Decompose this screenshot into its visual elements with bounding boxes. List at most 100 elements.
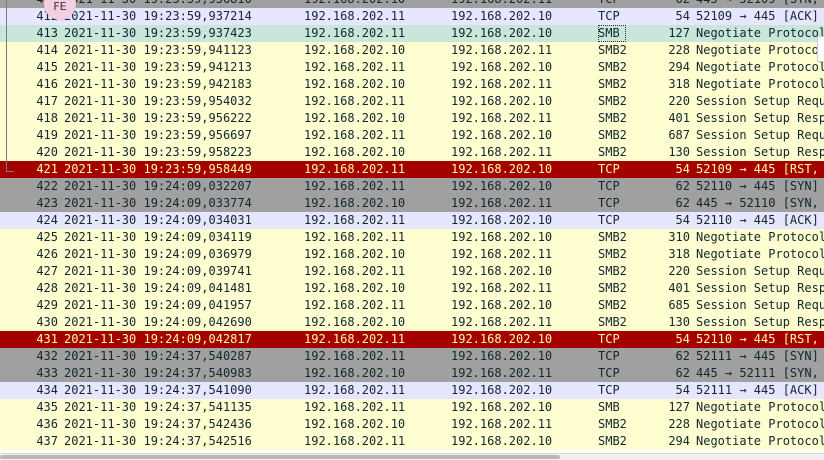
packet-time: 2021-11-30 19:24:09,041957 [64,298,252,312]
packet-protocol: TCP [598,349,620,363]
packet-number: 432 [36,349,58,363]
packet-length: 401 [668,281,690,295]
packet-protocol: SMB2 [598,264,627,278]
packet-length: 228 [668,417,690,431]
packet-row[interactable]: 429 2021-11-30 19:24:09,041957 192.168.202… [0,297,824,314]
packet-destination: 192.168.202.11 [451,111,553,125]
packet-protocol: SMB2 [598,145,627,159]
side-panel-handle[interactable] [817,36,824,62]
packet-row[interactable]: 422 2021-11-30 19:24:09,032207 192.168.202… [0,178,824,195]
packet-source: 192.168.202.10 [304,281,406,295]
packet-row[interactable]: 415 2021-11-30 19:23:59,941213 192.168.202… [0,59,824,76]
packet-row[interactable]: 428 2021-11-30 19:24:09,041481 192.168.202… [0,280,824,297]
horizontal-scrollbar[interactable] [0,453,824,460]
packet-number: 425 [36,230,58,244]
packet-time: 2021-11-30 19:24:37,542436 [64,417,252,431]
packet-info: Negotiate Protocol Request [696,230,824,244]
packet-info: Negotiate Protocol Request [696,26,824,40]
packet-number: 417 [36,94,58,108]
packet-protocol: SMB2 [598,434,627,448]
packet-row[interactable]: 417 2021-11-30 19:23:59,954032 192.168.202… [0,93,824,110]
packet-length: 62 [675,196,690,210]
packet-time: 2021-11-30 19:23:59,942183 [64,77,252,91]
packet-protocol: TCP [598,179,620,193]
packet-row[interactable]: 425 2021-11-30 19:24:09,034119 192.168.202… [0,229,824,246]
packet-destination: 192.168.202.11 [451,281,553,295]
packet-source: 192.168.202.11 [304,400,406,414]
packet-length: 310 [668,230,690,244]
packet-row[interactable]: 436 2021-11-30 19:24:37,542436 192.168.202… [0,416,824,433]
packet-protocol: SMB2 [598,230,627,244]
packet-row[interactable]: 430 2021-11-30 19:24:09,042690 192.168.202… [0,314,824,331]
packet-info: 52109 → 445 [RST, ACK] [696,162,824,176]
packet-info: Session Setup Response [696,281,824,295]
packet-info: 445 → 52111 [SYN, ACK] [696,366,824,380]
packet-protocol: SMB2 [598,94,627,108]
packet-info: 52109 → 445 [ACK] Seq=1 [696,9,824,23]
packet-row[interactable]: 416 2021-11-30 19:23:59,942183 192.168.202… [0,76,824,93]
packet-protocol: SMB2 [598,111,627,125]
packet-source: 192.168.202.11 [304,9,406,23]
packet-protocol: SMB [598,400,620,414]
packet-time: 2021-11-30 19:24:09,032207 [64,179,252,193]
packet-time: 2021-11-30 19:24:09,034119 [64,230,252,244]
packet-source: 192.168.202.11 [304,162,406,176]
packet-row[interactable]: 435 2021-11-30 19:24:37,541135 192.168.202… [0,399,824,416]
packet-source: 192.168.202.10 [304,111,406,125]
packet-number: 420 [36,145,58,159]
packet-row[interactable]: 413 2021-11-30 19:23:59,937423 192.168.202… [0,25,824,42]
packet-row[interactable]: 412 2021-11-30 19:23:59,937214 192.168.202… [0,8,824,25]
packet-row[interactable]: 434 2021-11-30 19:24:37,541090 192.168.202… [0,382,824,399]
packet-info: Negotiate Protocol Request [696,400,824,414]
packet-number: 433 [36,366,58,380]
packet-row[interactable]: 426 2021-11-30 19:24:09,036979 192.168.202… [0,246,824,263]
avatar[interactable]: FE [44,0,76,20]
packet-row[interactable]: 420 2021-11-30 19:23:59,958223 192.168.202… [0,144,824,161]
packet-destination: 192.168.202.10 [451,60,553,74]
packet-length: 130 [668,315,690,329]
packet-number: 426 [36,247,58,261]
packet-info: 52111 → 445 [SYN] [696,349,819,363]
packet-destination: 192.168.202.10 [451,26,553,40]
packet-time: 2021-11-30 19:23:59,958449 [64,162,252,176]
packet-destination: 192.168.202.10 [451,264,553,278]
packet-source: 192.168.202.11 [304,264,406,278]
packet-source: 192.168.202.11 [304,213,406,227]
packet-destination: 192.168.202.10 [451,383,553,397]
packet-number: 416 [36,77,58,91]
packet-protocol: SMB2 [598,417,627,431]
packet-destination: 192.168.202.11 [451,366,553,380]
packet-row[interactable]: 423 2021-11-30 19:24:09,033774 192.168.202… [0,195,824,212]
packet-length: 54 [675,332,690,346]
packet-info: Session Setup Response [696,111,824,125]
packet-row[interactable]: 432 2021-11-30 19:24:37,540287 192.168.202… [0,348,824,365]
packet-destination: 192.168.202.11 [451,315,553,329]
packet-row[interactable]: 4112021-11-30 19:23:59,936810192.168.202… [0,0,824,8]
packet-destination: 192.168.202.10 [451,332,553,346]
packet-row[interactable]: 431 2021-11-30 19:24:09,042817 192.168.202… [0,331,824,348]
packet-row[interactable]: 427 2021-11-30 19:24:09,039741 192.168.202… [0,263,824,280]
packet-row[interactable]: 424 2021-11-30 19:24:09,034031 192.168.202… [0,212,824,229]
packet-length: 318 [668,247,690,261]
packet-time: 2021-11-30 19:24:09,041481 [64,281,252,295]
packet-number: 436 [36,417,58,431]
packet-time: 2021-11-30 19:23:59,958223 [64,145,252,159]
packet-list[interactable]: 4112021-11-30 19:23:59,936810192.168.202… [0,0,824,450]
packet-time: 2021-11-30 19:23:59,941123 [64,43,252,57]
packet-row[interactable]: 433 2021-11-30 19:24:37,540983 192.168.202… [0,365,824,382]
packet-row[interactable]: 418 2021-11-30 19:23:59,956222 192.168.202… [0,110,824,127]
packet-source: 192.168.202.10 [304,145,406,159]
packet-length: 228 [668,43,690,57]
packet-row[interactable]: 419 2021-11-30 19:23:59,956697 192.168.202… [0,127,824,144]
packet-time: 2021-11-30 19:24:37,540287 [64,349,252,363]
packet-protocol: SMB2 [598,247,627,261]
packet-row[interactable]: 437 2021-11-30 19:24:37,542516 192.168.202… [0,433,824,450]
packet-row[interactable]: 421 2021-11-30 19:23:59,958449 192.168.202… [0,161,824,178]
packet-info: 52110 → 445 [RST, ACK] [696,332,824,346]
horizontal-scrollbar-thumb[interactable] [0,455,560,459]
packet-row[interactable]: 414 2021-11-30 19:23:59,941123 192.168.202… [0,42,824,59]
packet-number: 424 [36,213,58,227]
packet-source: 192.168.202.11 [304,26,406,40]
packet-length: 294 [668,434,690,448]
packet-source: 192.168.202.10 [304,43,406,57]
